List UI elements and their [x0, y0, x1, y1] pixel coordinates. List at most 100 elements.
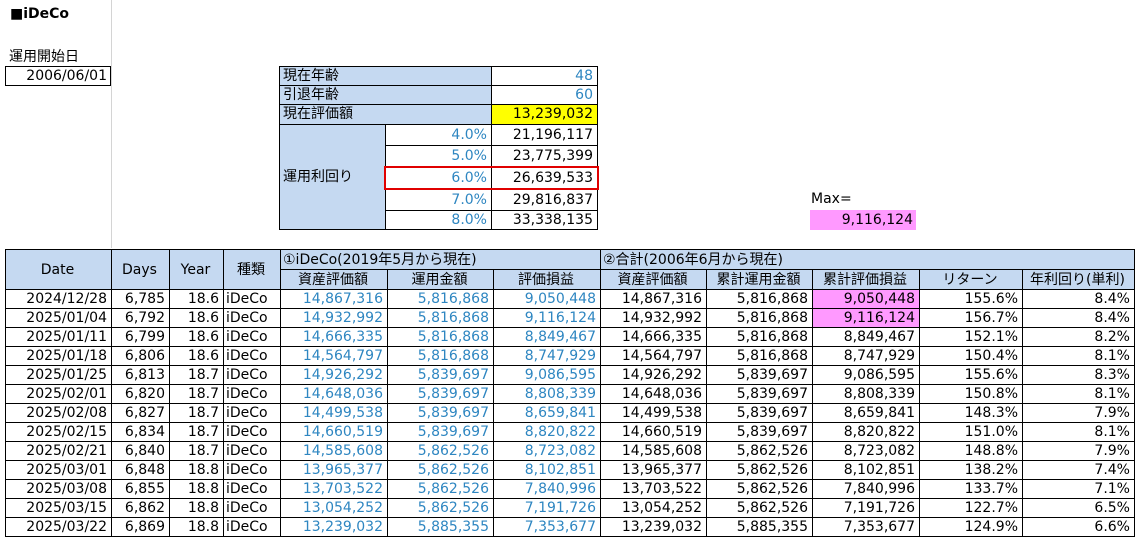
profit-loss-cell[interactable]: 8,808,339 — [493, 384, 601, 404]
days-cell[interactable]: 6,848 — [111, 460, 170, 480]
cumulative-invest-cell[interactable]: 5,862,526 — [706, 479, 813, 499]
profit-loss-cell[interactable]: 8,659,841 — [493, 403, 601, 423]
type-cell[interactable]: iDeCo — [223, 346, 281, 366]
cumulative-invest-cell[interactable]: 5,885,355 — [706, 517, 813, 537]
date-cell[interactable]: 2025/01/18 — [5, 346, 112, 366]
rate-cell[interactable]: 5.0% — [385, 145, 492, 167]
invest-amount-cell[interactable]: 5,816,868 — [387, 327, 494, 347]
date-cell[interactable]: 2025/03/15 — [5, 498, 112, 518]
year-cell[interactable]: 18.8 — [169, 479, 224, 499]
return-cell[interactable]: 148.8% — [919, 441, 1023, 461]
annual-yield-cell[interactable]: 8.3% — [1022, 365, 1135, 385]
cumulative-profit-loss-cell[interactable]: 8,747,929 — [812, 346, 920, 366]
rate-cell[interactable]: 8.0% — [385, 210, 492, 230]
total-asset-value-cell[interactable]: 14,499,538 — [600, 403, 707, 423]
total-asset-value-cell[interactable]: 13,239,032 — [600, 517, 707, 537]
total-asset-value-cell[interactable]: 14,660,519 — [600, 422, 707, 442]
asset-value-cell[interactable]: 13,965,377 — [280, 460, 388, 480]
current-age-cell[interactable]: 48 — [491, 66, 598, 86]
type-cell[interactable]: iDeCo — [223, 308, 281, 328]
header-cumulative-profit-loss[interactable]: 累計評価損益 — [812, 269, 920, 290]
rate-cell[interactable]: 7.0% — [385, 189, 492, 211]
asset-value-cell[interactable]: 13,703,522 — [280, 479, 388, 499]
total-asset-value-cell[interactable]: 13,703,522 — [600, 479, 707, 499]
cumulative-invest-cell[interactable]: 5,816,868 — [706, 308, 813, 328]
group-header-ideco[interactable]: ①iDeCo(2019年5月から現在) — [280, 249, 601, 270]
cumulative-profit-loss-cell[interactable]: 8,849,467 — [812, 327, 920, 347]
profit-loss-cell[interactable]: 8,849,467 — [493, 327, 601, 347]
total-asset-value-cell[interactable]: 14,666,335 — [600, 327, 707, 347]
invest-amount-cell[interactable]: 5,839,697 — [387, 365, 494, 385]
days-cell[interactable]: 6,813 — [111, 365, 170, 385]
asset-value-cell[interactable]: 14,499,538 — [280, 403, 388, 423]
profit-loss-cell[interactable]: 9,050,448 — [493, 289, 601, 309]
header-date[interactable]: Date — [5, 249, 112, 290]
header-year[interactable]: Year — [169, 249, 224, 290]
date-cell[interactable]: 2024/12/28 — [5, 289, 112, 309]
profit-loss-cell[interactable]: 9,086,595 — [493, 365, 601, 385]
days-cell[interactable]: 6,869 — [111, 517, 170, 537]
type-cell[interactable]: iDeCo — [223, 422, 281, 442]
date-cell[interactable]: 2025/01/11 — [5, 327, 112, 347]
days-cell[interactable]: 6,855 — [111, 479, 170, 499]
header-days[interactable]: Days — [111, 249, 170, 290]
annual-yield-cell[interactable]: 6.5% — [1022, 498, 1135, 518]
profit-loss-cell[interactable]: 7,191,726 — [493, 498, 601, 518]
year-cell[interactable]: 18.7 — [169, 365, 224, 385]
cumulative-profit-loss-cell[interactable]: 9,050,448 — [812, 289, 920, 309]
invest-amount-cell[interactable]: 5,885,355 — [387, 517, 494, 537]
profit-loss-cell[interactable]: 7,840,996 — [493, 479, 601, 499]
return-cell[interactable]: 150.8% — [919, 384, 1023, 404]
days-cell[interactable]: 6,840 — [111, 441, 170, 461]
return-cell[interactable]: 150.4% — [919, 346, 1023, 366]
asset-value-cell[interactable]: 13,054,252 — [280, 498, 388, 518]
invest-amount-cell[interactable]: 5,816,868 — [387, 308, 494, 328]
projected-amount-cell[interactable]: 23,775,399 — [491, 145, 598, 167]
cumulative-invest-cell[interactable]: 5,839,697 — [706, 422, 813, 442]
type-cell[interactable]: iDeCo — [223, 517, 281, 537]
return-cell[interactable]: 138.2% — [919, 460, 1023, 480]
total-asset-value-cell[interactable]: 14,932,992 — [600, 308, 707, 328]
date-cell[interactable]: 2025/01/25 — [5, 365, 112, 385]
year-cell[interactable]: 18.8 — [169, 460, 224, 480]
date-cell[interactable]: 2025/03/01 — [5, 460, 112, 480]
return-cell[interactable]: 151.0% — [919, 422, 1023, 442]
type-cell[interactable]: iDeCo — [223, 365, 281, 385]
date-cell[interactable]: 2025/01/04 — [5, 308, 112, 328]
return-cell[interactable]: 156.7% — [919, 308, 1023, 328]
invest-amount-cell[interactable]: 5,839,697 — [387, 422, 494, 442]
total-asset-value-cell[interactable]: 14,867,316 — [600, 289, 707, 309]
cumulative-invest-cell[interactable]: 5,839,697 — [706, 403, 813, 423]
cumulative-profit-loss-cell[interactable]: 9,086,595 — [812, 365, 920, 385]
date-cell[interactable]: 2025/02/21 — [5, 441, 112, 461]
annual-yield-cell[interactable]: 8.2% — [1022, 327, 1135, 347]
type-cell[interactable]: iDeCo — [223, 384, 281, 404]
retire-age-cell[interactable]: 60 — [491, 85, 598, 105]
header-cumulative-invest[interactable]: 累計運用金額 — [706, 269, 813, 290]
invest-amount-cell[interactable]: 5,862,526 — [387, 479, 494, 499]
asset-value-cell[interactable]: 14,926,292 — [280, 365, 388, 385]
asset-value-cell[interactable]: 14,564,797 — [280, 346, 388, 366]
projected-amount-cell[interactable]: 33,338,135 — [491, 210, 598, 230]
total-asset-value-cell[interactable]: 13,054,252 — [600, 498, 707, 518]
profit-loss-cell[interactable]: 8,820,822 — [493, 422, 601, 442]
cumulative-invest-cell[interactable]: 5,862,526 — [706, 441, 813, 461]
year-cell[interactable]: 18.7 — [169, 403, 224, 423]
asset-value-cell[interactable]: 14,867,316 — [280, 289, 388, 309]
annual-yield-cell[interactable]: 6.6% — [1022, 517, 1135, 537]
cumulative-invest-cell[interactable]: 5,862,526 — [706, 498, 813, 518]
invest-amount-cell[interactable]: 5,862,526 — [387, 460, 494, 480]
cumulative-invest-cell[interactable]: 5,816,868 — [706, 289, 813, 309]
cumulative-profit-loss-cell[interactable]: 7,191,726 — [812, 498, 920, 518]
cumulative-profit-loss-cell[interactable]: 8,808,339 — [812, 384, 920, 404]
year-cell[interactable]: 18.8 — [169, 517, 224, 537]
profit-loss-cell[interactable]: 7,353,677 — [493, 517, 601, 537]
type-cell[interactable]: iDeCo — [223, 403, 281, 423]
rate-cell[interactable]: 4.0% — [385, 124, 492, 146]
cumulative-profit-loss-cell[interactable]: 8,659,841 — [812, 403, 920, 423]
annual-yield-cell[interactable]: 8.4% — [1022, 289, 1135, 309]
type-cell[interactable]: iDeCo — [223, 327, 281, 347]
cumulative-profit-loss-cell[interactable]: 8,723,082 — [812, 441, 920, 461]
type-cell[interactable]: iDeCo — [223, 441, 281, 461]
asset-value-cell[interactable]: 14,666,335 — [280, 327, 388, 347]
